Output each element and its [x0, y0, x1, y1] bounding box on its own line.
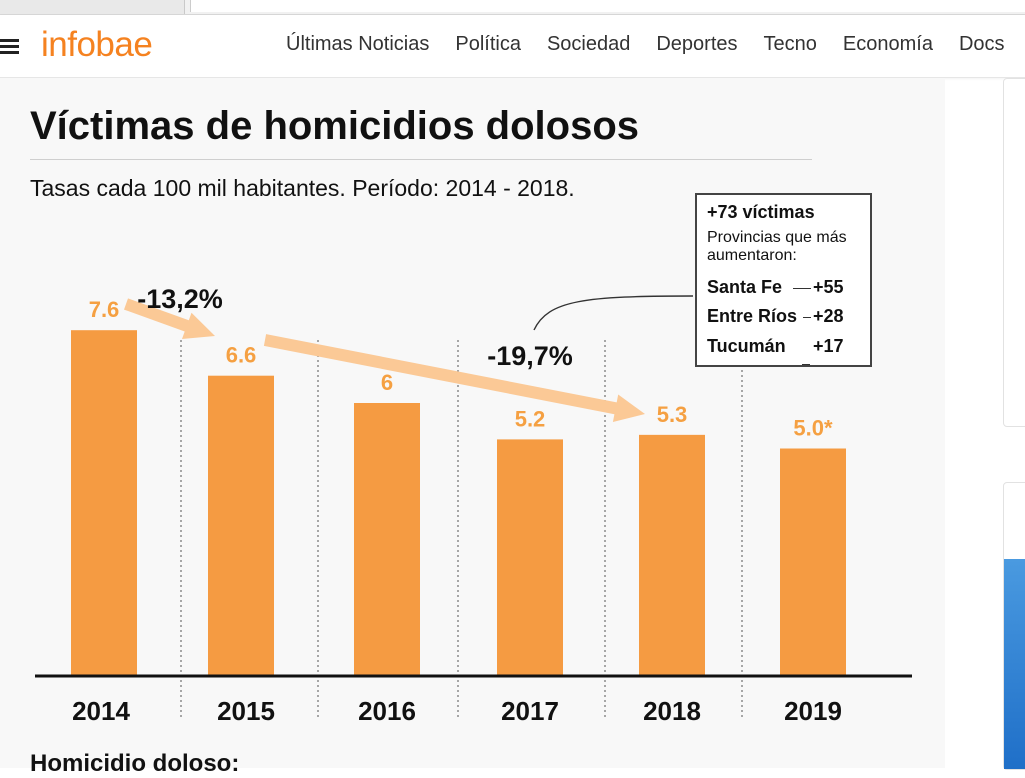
callout-dash: [802, 364, 810, 365]
bar: [71, 330, 137, 676]
callout-connector: [533, 295, 694, 331]
sidebar-ad[interactable]: [1003, 482, 1025, 770]
percent-change-annotation: -19,7%: [487, 341, 573, 371]
bar-value-label: 6.6: [226, 343, 257, 368]
callout-dash: [803, 317, 811, 318]
callout-value: +28: [813, 306, 844, 326]
nav-item-politica[interactable]: Política: [455, 33, 521, 55]
x-tick-label: 2017: [501, 696, 559, 726]
browser-tab[interactable]: [0, 0, 185, 14]
callout-dash: [793, 288, 811, 289]
callout-box: +73 víctimas Provincias que más aumentar…: [695, 193, 872, 367]
bar-value-label: 5.0*: [793, 416, 833, 441]
bar-value-label: 6: [381, 370, 393, 395]
hamburger-menu-icon[interactable]: [0, 39, 20, 55]
trend-arrow: [263, 334, 645, 422]
infographic-title: Víctimas de homicidios dolosos: [30, 104, 640, 148]
nav-item-tecno[interactable]: Tecno: [763, 33, 817, 55]
trend-arrow: [124, 298, 215, 339]
callout-province: Santa Fe: [707, 277, 783, 297]
main-nav: Últimas Noticias Política Sociedad Depor…: [286, 33, 1025, 56]
callout-province: Entre Ríos: [707, 306, 798, 326]
callout-value: +17: [813, 336, 844, 356]
bar-value-label: 5.3: [657, 402, 688, 427]
ad-image[interactable]: [1004, 559, 1025, 769]
site-logo[interactable]: infobae: [41, 25, 153, 64]
nav-item-economia[interactable]: Economía: [842, 33, 933, 55]
callout-value: +55: [813, 277, 844, 297]
x-tick-label: 2015: [217, 696, 275, 726]
sidebar-card[interactable]: [1003, 78, 1025, 427]
nav-item-sociedad[interactable]: Sociedad: [546, 33, 631, 55]
callout-subheading: Provincias que más aumentaron:: [707, 229, 847, 264]
bar: [639, 434, 705, 676]
bar: [208, 375, 274, 676]
title-divider: [30, 159, 812, 160]
browser-chrome: [0, 0, 1025, 15]
nav-item-docs[interactable]: Docs: [958, 33, 1005, 55]
site-header: infobae Últimas Noticias Política Socied…: [0, 15, 1025, 78]
bar: [354, 403, 420, 676]
nav-item-ultimas-noticias[interactable]: Últimas Noticias: [286, 33, 430, 55]
address-bar[interactable]: [190, 0, 1025, 12]
infographic-subtitle: Tasas cada 100 mil habitantes. Período: …: [30, 175, 575, 201]
percent-change-annotation: -13,2%: [137, 284, 223, 314]
section-heading: Homicidio doloso:: [30, 750, 240, 777]
bar-value-label: 5.2: [515, 406, 546, 431]
callout-heading: +73 víctimas: [707, 202, 815, 222]
x-tick-label: 2016: [358, 696, 416, 726]
x-tick-label: 2019: [784, 696, 842, 726]
nav-item-deportes[interactable]: Deportes: [656, 33, 738, 55]
x-tick-label: 2014: [72, 696, 130, 726]
bar: [497, 439, 563, 676]
bar-value-label: 7.6: [89, 297, 120, 322]
callout-province: Tucumán: [707, 336, 786, 356]
x-tick-label: 2018: [643, 696, 701, 726]
bar: [780, 448, 846, 676]
